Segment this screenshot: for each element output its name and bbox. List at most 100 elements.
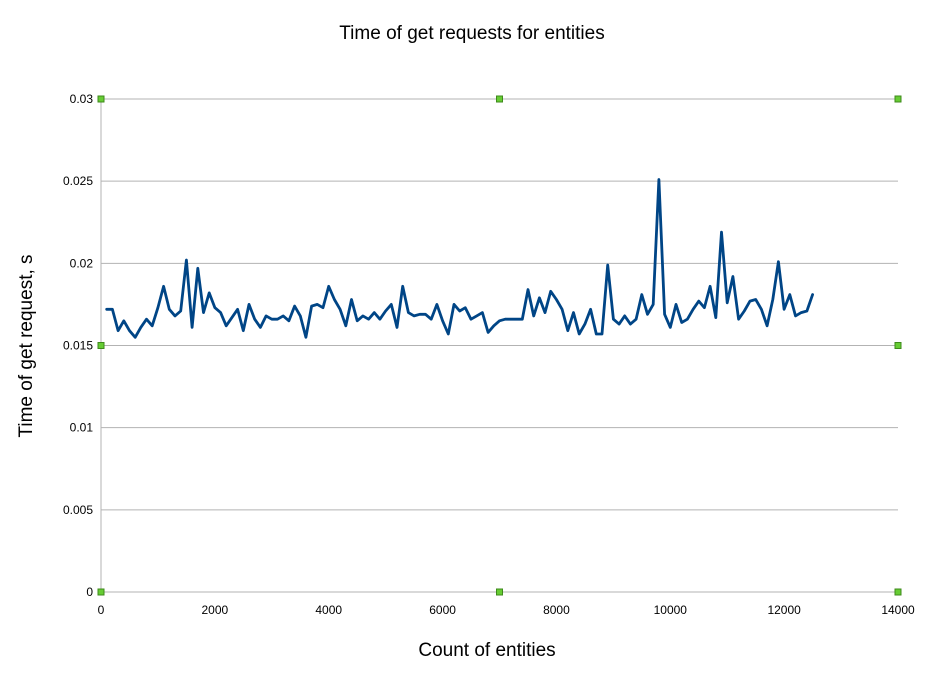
data-point bbox=[282, 314, 285, 317]
data-point bbox=[464, 306, 467, 309]
data-point bbox=[800, 311, 803, 314]
data-point bbox=[304, 336, 307, 339]
data-point bbox=[339, 308, 342, 311]
data-point bbox=[407, 311, 410, 314]
data-point bbox=[760, 308, 763, 311]
data-point bbox=[344, 324, 347, 327]
data-point bbox=[652, 303, 655, 306]
data-point bbox=[413, 314, 416, 317]
data-point bbox=[384, 309, 387, 312]
data-point bbox=[128, 329, 131, 332]
x-tick-label: 4000 bbox=[315, 603, 342, 617]
data-point bbox=[139, 326, 142, 329]
data-point bbox=[737, 318, 740, 321]
data-point bbox=[805, 309, 808, 312]
data-point bbox=[333, 298, 336, 301]
resize-handle[interactable] bbox=[496, 95, 503, 103]
data-point bbox=[692, 308, 695, 311]
data-point bbox=[396, 326, 399, 329]
resize-handle[interactable] bbox=[97, 95, 105, 103]
data-point bbox=[424, 313, 427, 316]
data-point bbox=[287, 319, 290, 322]
data-point bbox=[492, 324, 495, 327]
data-point bbox=[470, 318, 473, 321]
data-point bbox=[259, 326, 262, 329]
data-point bbox=[515, 318, 518, 321]
data-point bbox=[794, 314, 797, 317]
data-point bbox=[481, 311, 484, 314]
resize-handle[interactable] bbox=[894, 342, 902, 349]
y-axis-label: Time of get request, s bbox=[16, 254, 37, 437]
data-point bbox=[714, 316, 717, 319]
x-tick-label: 6000 bbox=[429, 603, 456, 617]
data-point bbox=[600, 332, 603, 335]
y-tick-label: 0.025 bbox=[63, 174, 93, 188]
data-point bbox=[606, 263, 609, 266]
resize-handle[interactable] bbox=[496, 588, 503, 596]
x-tick-label: 10000 bbox=[654, 603, 688, 617]
data-point bbox=[151, 324, 154, 327]
data-point bbox=[561, 308, 564, 311]
data-point bbox=[544, 311, 547, 314]
data-point bbox=[122, 319, 125, 322]
data-points bbox=[105, 178, 814, 339]
x-tick-label: 0 bbox=[98, 603, 105, 617]
resize-handle[interactable] bbox=[894, 588, 902, 596]
data-point bbox=[441, 319, 444, 322]
data-point bbox=[777, 260, 780, 263]
data-point bbox=[783, 308, 786, 311]
data-point bbox=[293, 305, 296, 308]
data-point bbox=[640, 293, 643, 296]
y-tick-label: 0.015 bbox=[63, 339, 93, 353]
data-point bbox=[669, 326, 672, 329]
data-point bbox=[219, 311, 222, 314]
data-point bbox=[686, 318, 689, 321]
data-point bbox=[766, 324, 769, 327]
data-point bbox=[680, 321, 683, 324]
data-point bbox=[475, 314, 478, 317]
data-point bbox=[265, 314, 268, 317]
data-point bbox=[452, 303, 455, 306]
y-tick-label: 0 bbox=[86, 585, 93, 599]
x-tick-label: 14000 bbox=[881, 603, 915, 617]
chart-title: Time of get requests for entities bbox=[339, 23, 604, 44]
data-point bbox=[236, 308, 239, 311]
data-point bbox=[327, 285, 330, 288]
data-point bbox=[458, 309, 461, 312]
data-point bbox=[367, 318, 370, 321]
data-point bbox=[657, 178, 660, 181]
data-point bbox=[754, 298, 757, 301]
data-point bbox=[105, 308, 108, 311]
data-point bbox=[361, 314, 364, 317]
y-tick-label: 0.02 bbox=[70, 256, 94, 270]
data-point bbox=[270, 318, 273, 321]
data-point bbox=[134, 336, 137, 339]
data-point bbox=[572, 311, 575, 314]
data-point bbox=[731, 275, 734, 278]
y-tick-label: 0.005 bbox=[63, 503, 93, 517]
data-point bbox=[526, 288, 529, 291]
x-axis-ticks: 0 2000 4000 6000 8000 10000 12000 14000 bbox=[98, 603, 915, 617]
data-point bbox=[674, 303, 677, 306]
data-point bbox=[629, 323, 632, 326]
x-tick-label: 2000 bbox=[202, 603, 229, 617]
data-point bbox=[748, 300, 751, 303]
data-point bbox=[532, 314, 535, 317]
data-point bbox=[202, 311, 205, 314]
resize-handle[interactable] bbox=[97, 342, 105, 349]
data-point bbox=[726, 301, 729, 304]
data-point bbox=[435, 303, 438, 306]
data-point bbox=[595, 332, 598, 335]
data-point bbox=[498, 319, 501, 322]
data-point bbox=[350, 298, 353, 301]
resize-handle[interactable] bbox=[97, 588, 105, 596]
series-line bbox=[105, 178, 814, 339]
selection-handles[interactable] bbox=[97, 95, 902, 596]
data-point bbox=[253, 318, 256, 321]
resize-handle[interactable] bbox=[894, 95, 902, 103]
data-point bbox=[555, 298, 558, 301]
data-point bbox=[316, 303, 319, 306]
data-point bbox=[248, 303, 251, 306]
data-point bbox=[623, 314, 626, 317]
